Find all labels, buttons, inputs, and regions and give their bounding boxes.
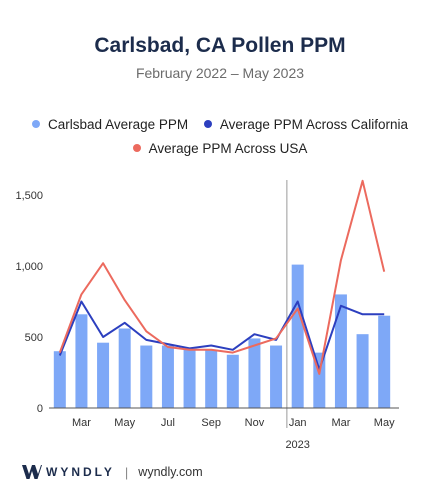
legend-row-2: Average PPM Across USA <box>0 140 440 156</box>
bar-2023-05 <box>378 315 391 408</box>
x-tick-label: Mar <box>331 417 350 429</box>
legend-label-carlsbad: Carlsbad Average PPM <box>48 116 189 132</box>
y-tick-label: 500 <box>25 332 43 344</box>
x-tick-label: May <box>114 417 135 429</box>
bar-2023-04 <box>356 334 369 408</box>
bar-2022-02 <box>53 351 66 408</box>
bar-2023-03 <box>334 294 347 408</box>
footer: WYNDLY | wyndly.com <box>22 462 203 482</box>
wyndly-logo-text: WYNDLY <box>46 465 115 479</box>
chart-title: Carlsbad, CA Pollen PPM <box>94 34 346 57</box>
bar-2022-05 <box>118 328 131 408</box>
y-tick-label: 1,000 <box>15 261 43 273</box>
legend-item-california: Average PPM Across California <box>203 116 408 132</box>
bar-2022-07 <box>161 345 174 408</box>
x-tick-label: Mar <box>72 417 91 429</box>
legend-swatch-usa <box>132 144 141 152</box>
bar-2022-06 <box>140 345 153 408</box>
x-tick-label: Jul <box>161 417 175 429</box>
footer-site-link[interactable]: wyndly.com <box>138 465 203 479</box>
bar-2022-09 <box>205 349 218 408</box>
bar-2022-10 <box>226 354 239 408</box>
x-year-label: 2023 <box>285 439 309 451</box>
wyndly-logo-icon <box>22 465 42 479</box>
bar-2022-04 <box>97 342 110 408</box>
x-tick-label: Sep <box>201 417 221 429</box>
bar-2022-03 <box>75 314 88 408</box>
legend-swatch-carlsbad <box>32 120 41 128</box>
x-tick-label: Jan <box>289 417 307 429</box>
legend-row-1: Carlsbad Average PPM Average PPM Across … <box>0 116 440 132</box>
legend-label-usa: Average PPM Across USA <box>148 140 308 156</box>
footer-separator: | <box>124 464 129 480</box>
legend-item-carlsbad: Carlsbad Average PPM <box>32 117 188 132</box>
bar-2023-01 <box>291 264 304 408</box>
legend-item-usa: Average PPM Across USA <box>132 140 308 156</box>
y-tick-label: 0 <box>37 403 43 415</box>
legend-label-california: Average PPM Across California <box>219 116 408 132</box>
line-usa <box>58 179 386 375</box>
legend-swatch-california <box>203 120 212 128</box>
bar-2022-08 <box>183 349 196 408</box>
bar-2022-12 <box>270 345 283 408</box>
bar-2022-11 <box>248 338 261 408</box>
y-tick-label: 1,500 <box>15 190 43 202</box>
line-california <box>58 300 385 371</box>
chart-subtitle: February 2022 – May 2023 <box>135 65 305 81</box>
x-tick-label: May <box>374 417 395 429</box>
x-tick-label: Nov <box>245 417 265 429</box>
pollen-chart: 0 500 1,000 1,500 Mar May Jul Sep Nov Jan Mar May 20… <box>15 179 399 451</box>
